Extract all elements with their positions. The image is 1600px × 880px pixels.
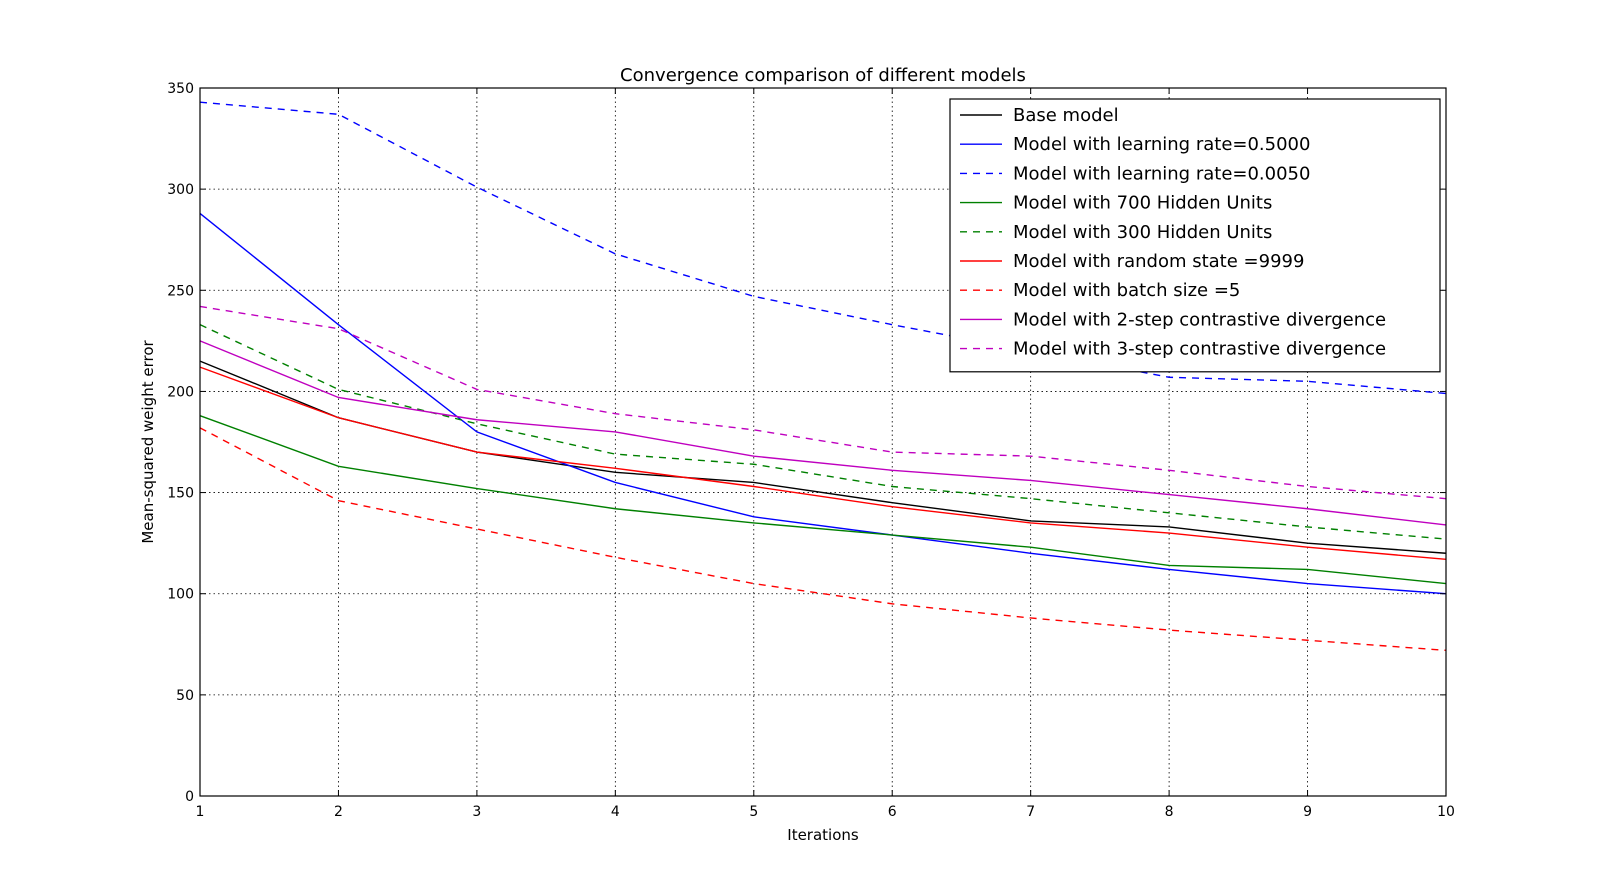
y-tick-label: 250 [167, 283, 194, 299]
y-tick-label: 100 [167, 587, 194, 603]
y-tick-label: 0 [185, 789, 194, 805]
legend-label: Model with 2-step contrastive divergence [1013, 309, 1386, 330]
y-tick-label: 200 [167, 384, 194, 400]
chart-title: Convergence comparison of different mode… [620, 65, 1026, 86]
legend-label: Model with batch size =5 [1013, 280, 1240, 301]
legend-label: Model with learning rate=0.0050 [1013, 163, 1310, 184]
legend-label: Model with 3-step contrastive divergence [1013, 339, 1386, 360]
y-tick-label: 50 [176, 688, 194, 704]
x-tick-label: 6 [888, 804, 897, 820]
series-line-7 [199, 427, 1447, 652]
y-tick-label: 300 [167, 182, 194, 198]
series-lines [199, 101, 1447, 652]
legend-label: Base model [1013, 105, 1119, 126]
x-axis-label: Iterations [787, 826, 859, 844]
plot-area-frame [199, 87, 1447, 797]
series-line-1 [199, 360, 1447, 554]
x-tick-label: 10 [1437, 804, 1455, 820]
series-line-6 [199, 366, 1447, 561]
legend-label: Model with random state =9999 [1013, 251, 1304, 272]
legend-label: Model with 700 Hidden Units [1013, 193, 1272, 214]
x-tick-label: 3 [472, 804, 481, 820]
x-tick-label: 9 [1303, 804, 1312, 820]
y-tick-label: 350 [167, 81, 194, 97]
series-line-3 [199, 101, 1447, 395]
grid [200, 88, 1446, 796]
x-tick-label: 7 [1026, 804, 1035, 820]
legend-box [949, 98, 1441, 373]
y-axis-label: Mean-squared weight error [139, 340, 157, 544]
x-tick-label: 4 [611, 804, 620, 820]
series-line-8 [199, 340, 1447, 526]
x-tick-label: 8 [1165, 804, 1174, 820]
legend-label: Model with 300 Hidden Units [1013, 222, 1272, 243]
series-line-2 [199, 212, 1447, 595]
legend-label: Model with learning rate=0.5000 [1013, 134, 1310, 155]
series-line-4 [199, 415, 1447, 585]
series-line-9 [199, 305, 1447, 500]
y-tick-label: 150 [167, 486, 194, 502]
series-line-5 [199, 324, 1447, 540]
legend: Base model Model with learning rate=0.500… [949, 98, 1441, 373]
x-tick-label: 1 [196, 804, 205, 820]
x-tick-label: 2 [334, 804, 343, 820]
x-tick-label: 5 [749, 804, 758, 820]
